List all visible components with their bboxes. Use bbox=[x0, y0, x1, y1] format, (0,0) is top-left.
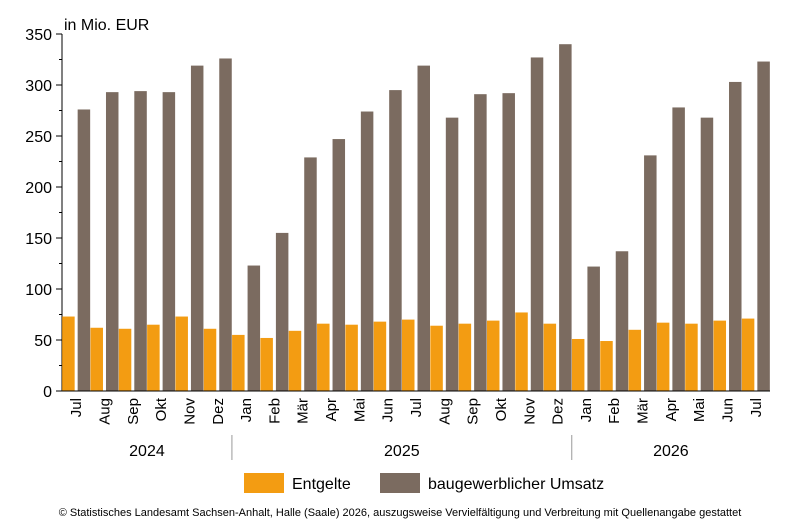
year-label: 2025 bbox=[384, 443, 420, 460]
bar-entgelte bbox=[600, 341, 613, 391]
x-tick-label: Jul bbox=[748, 398, 765, 417]
bar-umsatz bbox=[445, 117, 459, 391]
y-axis-unit-label: in Mio. EUR bbox=[64, 17, 149, 34]
bar-umsatz bbox=[700, 117, 714, 391]
bar-umsatz bbox=[729, 81, 742, 391]
x-tick-label: Mär bbox=[635, 398, 652, 424]
bar-umsatz bbox=[247, 265, 261, 391]
bar-entgelte bbox=[345, 324, 358, 391]
bar-entgelte bbox=[175, 316, 188, 391]
bar-umsatz bbox=[757, 61, 770, 391]
x-tick-label: Apr bbox=[663, 398, 680, 421]
y-tick-label: 100 bbox=[25, 282, 52, 299]
y-tick-label: 150 bbox=[25, 231, 52, 248]
x-tick-label: Jul bbox=[68, 398, 85, 417]
x-tick-label: Mai bbox=[351, 398, 368, 422]
x-tick-label: Sep bbox=[125, 398, 142, 425]
bar-entgelte bbox=[571, 338, 585, 391]
y-axis: 0 50 100 150 200 250 300 350 bbox=[25, 27, 63, 401]
legend-label-umsatz: baugewerblicher Umsatz bbox=[428, 476, 604, 493]
x-tick-label: Apr bbox=[323, 398, 340, 421]
x-tick-label: Feb bbox=[266, 398, 283, 424]
bar-entgelte bbox=[232, 334, 245, 391]
y-tick-label: 50 bbox=[34, 333, 52, 350]
bar-umsatz bbox=[77, 109, 91, 391]
bar-umsatz bbox=[389, 90, 402, 391]
y-tick-label: 250 bbox=[25, 129, 52, 146]
bar-entgelte bbox=[713, 320, 727, 391]
bar-entgelte bbox=[741, 318, 755, 391]
bar-umsatz bbox=[417, 65, 430, 392]
bar-entgelte bbox=[288, 330, 302, 391]
bar-entgelte bbox=[628, 329, 642, 391]
x-tick-label: Jan bbox=[238, 398, 255, 422]
year-label: 2024 bbox=[129, 443, 165, 460]
y-tick-label: 200 bbox=[25, 180, 52, 197]
bar-umsatz bbox=[502, 93, 515, 391]
bar-umsatz bbox=[219, 58, 232, 391]
x-tick-label: Feb bbox=[606, 398, 623, 424]
bar-entgelte bbox=[685, 323, 698, 391]
bar-entgelte bbox=[147, 324, 160, 391]
bar-umsatz bbox=[615, 251, 629, 391]
x-tick-label: Nov bbox=[521, 398, 538, 425]
x-axis: Jul Aug Sep Okt Nov Dez Jan Feb Mär Apr Mai Jun Jul A… bbox=[62, 390, 770, 460]
year-label: 2026 bbox=[653, 443, 689, 460]
bars bbox=[62, 44, 770, 392]
bar-entgelte bbox=[458, 323, 472, 391]
bar-entgelte bbox=[317, 323, 330, 391]
bar-umsatz bbox=[672, 107, 685, 391]
bar-entgelte bbox=[656, 322, 670, 391]
x-tick-label: Sep bbox=[465, 398, 482, 425]
bar-entgelte bbox=[486, 320, 500, 391]
y-tick-label: 350 bbox=[25, 27, 52, 44]
bar-umsatz bbox=[559, 44, 572, 391]
bar-umsatz bbox=[332, 139, 346, 391]
bar-entgelte bbox=[203, 328, 217, 391]
bar-umsatz bbox=[360, 111, 374, 392]
bar-entgelte bbox=[515, 312, 528, 391]
bar-umsatz bbox=[105, 92, 119, 391]
x-tick-label: Aug bbox=[436, 398, 453, 425]
x-tick-label: Jul bbox=[408, 398, 425, 417]
bar-umsatz bbox=[530, 57, 544, 392]
legend-label-entgelte: Entgelte bbox=[292, 476, 351, 493]
bar-entgelte bbox=[430, 325, 443, 391]
x-tick-label: Nov bbox=[181, 398, 198, 425]
bar-umsatz bbox=[304, 157, 317, 391]
x-tick-label: Aug bbox=[96, 398, 113, 425]
y-tick-label: 0 bbox=[43, 384, 52, 401]
x-tick-label: Dez bbox=[210, 398, 227, 425]
bar-umsatz bbox=[190, 65, 204, 392]
bar-entgelte bbox=[373, 321, 387, 391]
x-tick-label: Jun bbox=[720, 398, 737, 422]
bar-entgelte bbox=[402, 319, 415, 391]
legend-swatch-umsatz bbox=[380, 473, 420, 493]
copyright-notice: © Statistisches Landesamt Sachsen-Anhalt… bbox=[58, 507, 742, 519]
bar-umsatz bbox=[275, 232, 289, 391]
x-tick-label: Mär bbox=[295, 398, 312, 424]
legend: Entgelte baugewerblicher Umsatz bbox=[244, 473, 604, 493]
bar-entgelte bbox=[90, 327, 103, 391]
x-tick-label: Okt bbox=[153, 397, 170, 421]
bar-entgelte bbox=[260, 337, 273, 391]
bar-entgelte bbox=[543, 323, 557, 391]
bar-umsatz bbox=[134, 91, 147, 392]
bar-chart: in Mio. EUR 0 50 100 150 200 250 300 350 Jul Aug… bbox=[25, 17, 770, 493]
bar-umsatz bbox=[644, 155, 657, 391]
x-tick-label: Jan bbox=[578, 398, 595, 422]
y-tick-label: 300 bbox=[25, 78, 52, 95]
x-tick-label: Mai bbox=[691, 398, 708, 422]
bar-umsatz bbox=[587, 266, 600, 391]
x-tick-label: Dez bbox=[550, 398, 567, 425]
bar-entgelte bbox=[118, 328, 132, 391]
bar-entgelte bbox=[62, 316, 75, 391]
legend-swatch-entgelte bbox=[244, 473, 284, 493]
bar-umsatz bbox=[474, 94, 487, 392]
bar-umsatz bbox=[162, 92, 176, 391]
x-tick-label: Jun bbox=[380, 398, 397, 422]
x-tick-label: Okt bbox=[493, 397, 510, 421]
